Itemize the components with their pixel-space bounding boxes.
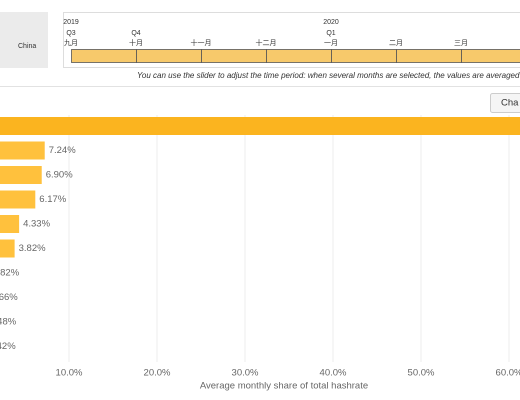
x-tick-label: 40.0% <box>320 368 347 379</box>
timeline-month: 一月 <box>324 39 338 47</box>
button-label[interactable]: Cha <box>501 98 519 109</box>
value-label: 0.66% <box>0 292 18 303</box>
bar <box>0 141 45 160</box>
bar <box>0 117 520 135</box>
timeline-year: 2020 <box>323 19 339 26</box>
timeline-quarter: Q4 <box>131 30 140 37</box>
timeline-cell <box>396 49 462 63</box>
value-label: 0.82% <box>0 268 20 279</box>
timeline-month: 十一月 <box>191 38 212 47</box>
bar <box>0 190 36 209</box>
button[interactable] <box>490 93 520 113</box>
value-label: 4.33% <box>23 219 50 230</box>
timeline-month: 十月 <box>129 38 143 47</box>
timeline-cell <box>71 49 137 63</box>
value-label: 0.42% <box>0 341 16 352</box>
timeline-quarter: Q1 <box>326 30 335 37</box>
timeline-cell <box>266 49 332 63</box>
x-axis-title: Average monthly share of total hashrate <box>200 381 368 392</box>
timeline-year: 2019 <box>63 19 79 26</box>
timeline-month: 九月 <box>64 38 78 47</box>
timeline-month: 三月 <box>454 39 468 47</box>
plot: 10.0% 20.0% 30.0% 40.0% 50.0% 60.0% 7.24% 6.90%… <box>0 115 520 379</box>
timeline-quarter: Q3 <box>66 30 75 37</box>
x-tick-label: 20.0% <box>144 368 171 379</box>
value-label: 6.90% <box>46 170 73 181</box>
region-box[interactable] <box>0 12 48 68</box>
timeline-cell <box>136 49 202 63</box>
value-label: 3.82% <box>19 243 46 254</box>
region-label[interactable]: China <box>18 43 36 50</box>
value-label: 7.24% <box>49 145 76 156</box>
timeline-cell <box>331 49 397 63</box>
timeline-cell <box>201 49 267 63</box>
x-tick-label: 10.0% <box>56 368 83 379</box>
bar <box>0 215 20 233</box>
value-label: 0.48% <box>0 317 17 328</box>
timeline-month: 二月 <box>389 39 403 47</box>
x-tick-label: 30.0% <box>232 368 259 379</box>
timeline-month: 十二月 <box>256 38 277 47</box>
note: You can use the slider to adjust the tim… <box>137 71 520 80</box>
bar <box>0 239 15 258</box>
x-tick-label: 60.0% <box>496 368 520 379</box>
value-label: 6.17% <box>39 194 66 205</box>
x-tick-label: 50.0% <box>408 368 435 379</box>
bar <box>0 166 42 184</box>
timeline-cell <box>461 49 520 63</box>
